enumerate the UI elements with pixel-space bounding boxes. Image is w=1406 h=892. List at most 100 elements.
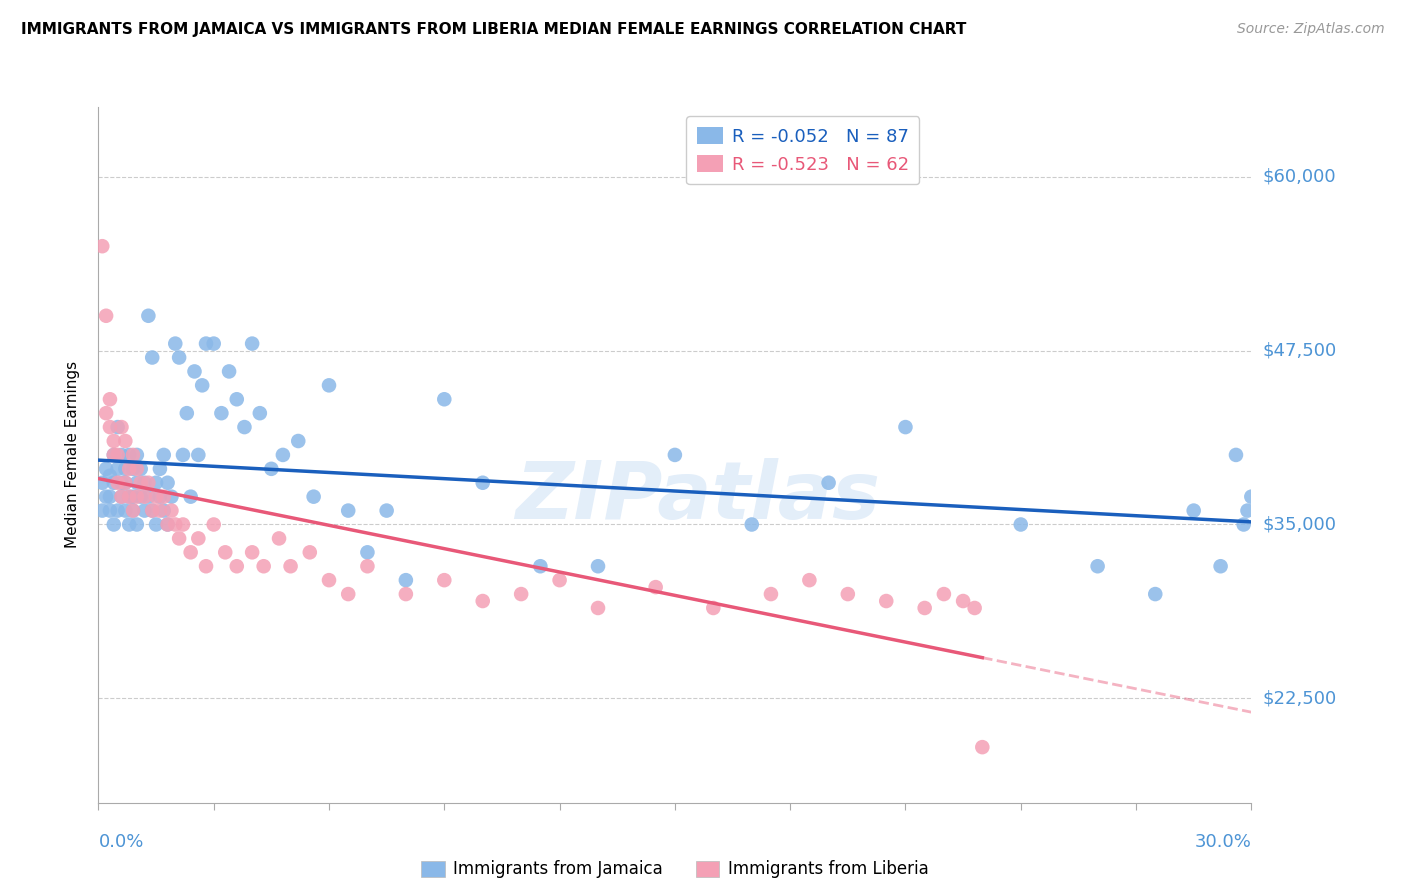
Point [1182, 503, 1205, 517]
Point [110, 448, 132, 462]
Point [114, 434, 136, 448]
Point [167, 351, 190, 365]
Point [152, 503, 174, 517]
Point [202, 517, 225, 532]
Point [932, 587, 955, 601]
Point [91, 239, 114, 253]
Point [114, 475, 136, 490]
Point [91, 503, 114, 517]
Point [356, 545, 378, 559]
Point [176, 406, 198, 420]
Point [817, 475, 839, 490]
Text: $35,000: $35,000 [1263, 516, 1337, 533]
Point [138, 490, 160, 504]
Point [202, 336, 225, 351]
Point [1144, 587, 1167, 601]
Point [103, 448, 125, 462]
Point [271, 448, 294, 462]
Point [875, 594, 897, 608]
Point [145, 490, 167, 504]
Point [471, 594, 494, 608]
Point [134, 490, 156, 504]
Point [152, 490, 174, 504]
Point [110, 490, 132, 504]
Point [302, 490, 325, 504]
Point [98, 420, 121, 434]
Point [165, 336, 187, 351]
Point [1240, 490, 1263, 504]
Point [103, 475, 125, 490]
Point [963, 601, 986, 615]
Point [118, 448, 141, 462]
Point [103, 517, 125, 532]
Point [114, 462, 136, 476]
Point [125, 517, 148, 532]
Point [433, 573, 456, 587]
Point [249, 406, 271, 420]
Point [180, 545, 202, 559]
Point [298, 545, 321, 559]
Point [318, 378, 340, 392]
Point [134, 503, 156, 517]
Point [1087, 559, 1109, 574]
Point [375, 503, 398, 517]
Point [225, 392, 247, 407]
Text: IMMIGRANTS FROM JAMAICA VS IMMIGRANTS FROM LIBERIA MEDIAN FEMALE EARNINGS CORREL: IMMIGRANTS FROM JAMAICA VS IMMIGRANTS FR… [21, 22, 966, 37]
Point [1209, 559, 1232, 574]
Point [107, 462, 129, 476]
Point [240, 545, 263, 559]
Point [180, 490, 202, 504]
Point [114, 475, 136, 490]
Text: 0.0%: 0.0% [98, 833, 143, 851]
Point [125, 475, 148, 490]
Point [225, 559, 247, 574]
Point [172, 517, 194, 532]
Point [138, 475, 160, 490]
Text: 30.0%: 30.0% [1195, 833, 1251, 851]
Point [149, 490, 172, 504]
Legend: Immigrants from Jamaica, Immigrants from Liberia: Immigrants from Jamaica, Immigrants from… [415, 854, 935, 885]
Point [318, 573, 340, 587]
Point [145, 517, 167, 532]
Point [1236, 503, 1258, 517]
Point [510, 587, 533, 601]
Point [103, 434, 125, 448]
Point [1010, 517, 1032, 532]
Point [395, 573, 418, 587]
Text: $60,000: $60,000 [1263, 168, 1336, 186]
Point [107, 448, 129, 462]
Point [134, 475, 156, 490]
Point [149, 503, 172, 517]
Point [471, 475, 494, 490]
Point [107, 420, 129, 434]
Point [98, 468, 121, 483]
Point [914, 601, 936, 615]
Point [209, 406, 232, 420]
Point [187, 532, 209, 546]
Point [337, 503, 360, 517]
Point [253, 559, 276, 574]
Point [759, 587, 782, 601]
Point [191, 378, 214, 392]
Point [1233, 517, 1256, 532]
Point [156, 475, 179, 490]
Text: Source: ZipAtlas.com: Source: ZipAtlas.com [1237, 22, 1385, 37]
Point [129, 475, 152, 490]
Point [664, 448, 686, 462]
Point [122, 490, 145, 504]
Point [118, 490, 141, 504]
Point [152, 448, 174, 462]
Point [110, 475, 132, 490]
Text: ZIPatlas: ZIPatlas [516, 458, 880, 536]
Point [952, 594, 974, 608]
Point [267, 532, 290, 546]
Point [91, 475, 114, 490]
Point [741, 517, 763, 532]
Point [167, 532, 190, 546]
Point [548, 573, 571, 587]
Point [122, 448, 145, 462]
Point [187, 448, 209, 462]
Point [214, 545, 236, 559]
Point [122, 503, 145, 517]
Point [118, 462, 141, 476]
